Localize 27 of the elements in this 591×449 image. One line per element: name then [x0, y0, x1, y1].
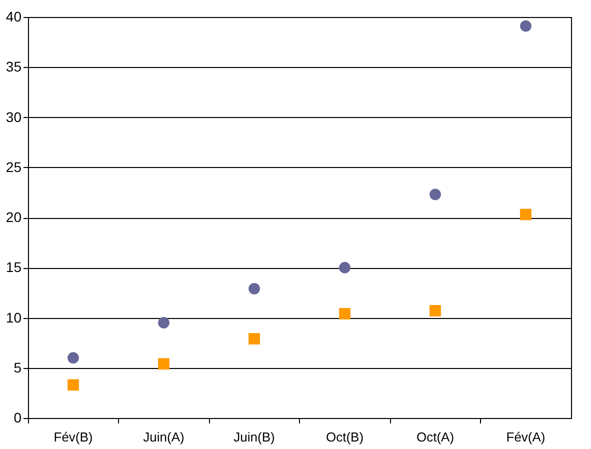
- y-tick-label: 0: [14, 410, 22, 426]
- point: [248, 282, 260, 294]
- point: [520, 208, 532, 220]
- point: [430, 305, 441, 316]
- y-tick-label: 10: [6, 309, 22, 326]
- point: [68, 379, 79, 391]
- point: [520, 20, 532, 32]
- y-tick-label: 35: [6, 58, 22, 75]
- y-tick-label: 30: [6, 108, 22, 125]
- point: [158, 358, 170, 370]
- point: [248, 333, 260, 345]
- x-tick-label: Juin(B): [234, 430, 275, 444]
- y-tick-label: 5: [14, 359, 22, 376]
- x-tick-label: Juin(A): [143, 430, 184, 444]
- y-tick-label: 40: [6, 8, 22, 24]
- x-tick-label: Fév(B): [54, 430, 93, 444]
- y-tick-label: 15: [6, 259, 22, 276]
- point: [68, 352, 79, 364]
- point: [339, 262, 350, 274]
- point: [339, 308, 350, 320]
- x-tick-label: Oct(B): [326, 430, 364, 444]
- y-tick-label: 20: [6, 209, 22, 225]
- x-tick-label: Oct(A): [416, 430, 454, 444]
- point: [158, 317, 170, 328]
- y-tick-label: 25: [6, 158, 22, 175]
- x-tick-label: Fév(A): [506, 430, 546, 444]
- point: [430, 188, 441, 200]
